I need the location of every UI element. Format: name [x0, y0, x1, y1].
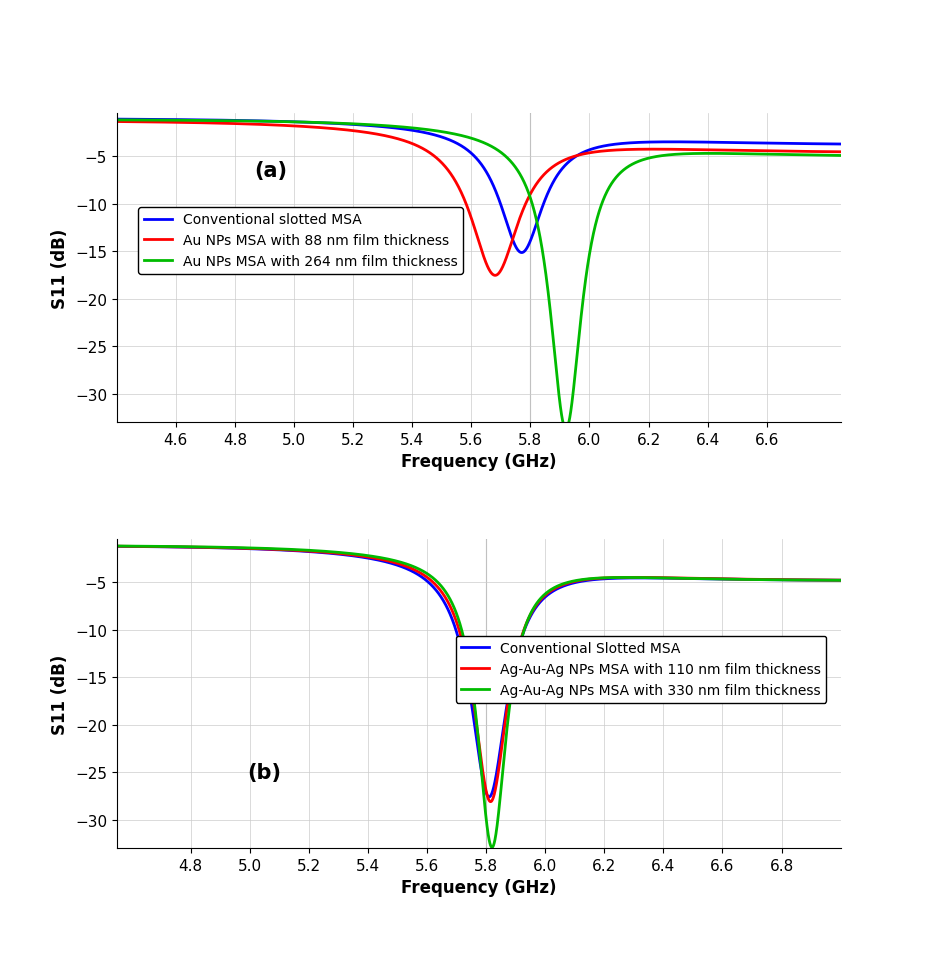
Au NPs MSA with 88 nm film thickness	[821, 147, 832, 158]
Conventional slotted MSA	[111, 114, 122, 126]
Ag-Au-Ag NPs MSA with 330 nm film thickness	[743, 574, 755, 585]
Ag-Au-Ag NPs MSA with 330 nm film thickness	[420, 567, 432, 578]
Line: Conventional slotted MSA: Conventional slotted MSA	[117, 120, 841, 253]
Conventional Slotted MSA	[420, 575, 432, 586]
Conventional Slotted MSA	[236, 543, 248, 555]
Conventional slotted MSA	[236, 115, 248, 127]
Conventional Slotted MSA	[835, 575, 846, 586]
Ag-Au-Ag NPs MSA with 110 nm film thickness	[389, 558, 400, 569]
Au NPs MSA with 88 nm film thickness	[489, 271, 501, 282]
Au NPs MSA with 264 nm film thickness	[835, 151, 846, 162]
X-axis label: Frequency (GHz): Frequency (GHz)	[401, 453, 557, 471]
Conventional Slotted MSA	[389, 558, 400, 570]
Y-axis label: S11 (dB): S11 (dB)	[51, 654, 69, 734]
Line: Conventional Slotted MSA: Conventional Slotted MSA	[117, 547, 841, 797]
Ag-Au-Ag NPs MSA with 330 nm film thickness	[236, 542, 248, 554]
Ag-Au-Ag NPs MSA with 110 nm film thickness	[193, 542, 205, 554]
Line: Ag-Au-Ag NPs MSA with 330 nm film thickness: Ag-Au-Ag NPs MSA with 330 nm film thickn…	[117, 546, 841, 847]
Y-axis label: S11 (dB): S11 (dB)	[51, 229, 69, 309]
Au NPs MSA with 88 nm film thickness	[236, 119, 248, 131]
Au NPs MSA with 88 nm film thickness	[835, 147, 846, 158]
Conventional slotted MSA	[835, 139, 846, 151]
Line: Ag-Au-Ag NPs MSA with 110 nm film thickness: Ag-Au-Ag NPs MSA with 110 nm film thickn…	[117, 547, 841, 801]
Ag-Au-Ag NPs MSA with 110 nm film thickness	[236, 543, 248, 555]
Ag-Au-Ag NPs MSA with 110 nm film thickness	[420, 571, 432, 582]
Au NPs MSA with 88 nm film thickness	[111, 116, 122, 128]
Au NPs MSA with 264 nm film thickness	[111, 115, 122, 127]
Au NPs MSA with 264 nm film thickness	[389, 121, 400, 132]
Ag-Au-Ag NPs MSA with 330 nm film thickness	[193, 541, 205, 553]
Au NPs MSA with 264 nm film thickness	[193, 115, 205, 127]
Au NPs MSA with 264 nm film thickness	[420, 125, 432, 136]
Conventional Slotted MSA	[193, 542, 205, 554]
Ag-Au-Ag NPs MSA with 330 nm film thickness	[835, 575, 846, 586]
Line: Au NPs MSA with 88 nm film thickness: Au NPs MSA with 88 nm film thickness	[117, 122, 841, 276]
Ag-Au-Ag NPs MSA with 330 nm film thickness	[487, 841, 498, 853]
Conventional slotted MSA	[389, 123, 400, 134]
Au NPs MSA with 88 nm film thickness	[420, 145, 432, 156]
Ag-Au-Ag NPs MSA with 110 nm film thickness	[111, 541, 122, 553]
Conventional Slotted MSA	[111, 541, 122, 553]
Text: (b): (b)	[247, 761, 281, 781]
Ag-Au-Ag NPs MSA with 110 nm film thickness	[821, 575, 832, 586]
Au NPs MSA with 88 nm film thickness	[743, 146, 755, 157]
Ag-Au-Ag NPs MSA with 110 nm film thickness	[835, 575, 846, 586]
X-axis label: Frequency (GHz): Frequency (GHz)	[401, 879, 557, 897]
Au NPs MSA with 264 nm film thickness	[560, 424, 572, 436]
Au NPs MSA with 88 nm film thickness	[389, 133, 400, 145]
Ag-Au-Ag NPs MSA with 330 nm film thickness	[821, 575, 832, 586]
Conventional Slotted MSA	[821, 575, 832, 586]
Legend: Conventional slotted MSA, Au NPs MSA with 88 nm film thickness, Au NPs MSA with : Conventional slotted MSA, Au NPs MSA wit…	[138, 208, 463, 274]
Text: (a): (a)	[254, 161, 288, 180]
Ag-Au-Ag NPs MSA with 330 nm film thickness	[111, 540, 122, 552]
Conventional Slotted MSA	[743, 574, 755, 585]
Au NPs MSA with 264 nm film thickness	[821, 151, 832, 162]
Line: Au NPs MSA with 264 nm film thickness: Au NPs MSA with 264 nm film thickness	[117, 121, 841, 430]
Au NPs MSA with 88 nm film thickness	[193, 118, 205, 130]
Conventional slotted MSA	[193, 115, 205, 127]
Au NPs MSA with 264 nm film thickness	[743, 149, 755, 160]
Conventional slotted MSA	[517, 248, 528, 259]
Conventional slotted MSA	[420, 128, 432, 139]
Conventional slotted MSA	[743, 138, 755, 150]
Ag-Au-Ag NPs MSA with 110 nm film thickness	[743, 574, 755, 585]
Ag-Au-Ag NPs MSA with 110 nm film thickness	[485, 796, 496, 807]
Conventional slotted MSA	[821, 139, 832, 151]
Ag-Au-Ag NPs MSA with 330 nm film thickness	[389, 556, 400, 567]
Conventional Slotted MSA	[484, 791, 495, 802]
Au NPs MSA with 264 nm film thickness	[236, 116, 248, 128]
Legend: Conventional Slotted MSA, Ag-Au-Ag NPs MSA with 110 nm film thickness, Ag-Au-Ag : Conventional Slotted MSA, Ag-Au-Ag NPs M…	[456, 636, 827, 702]
